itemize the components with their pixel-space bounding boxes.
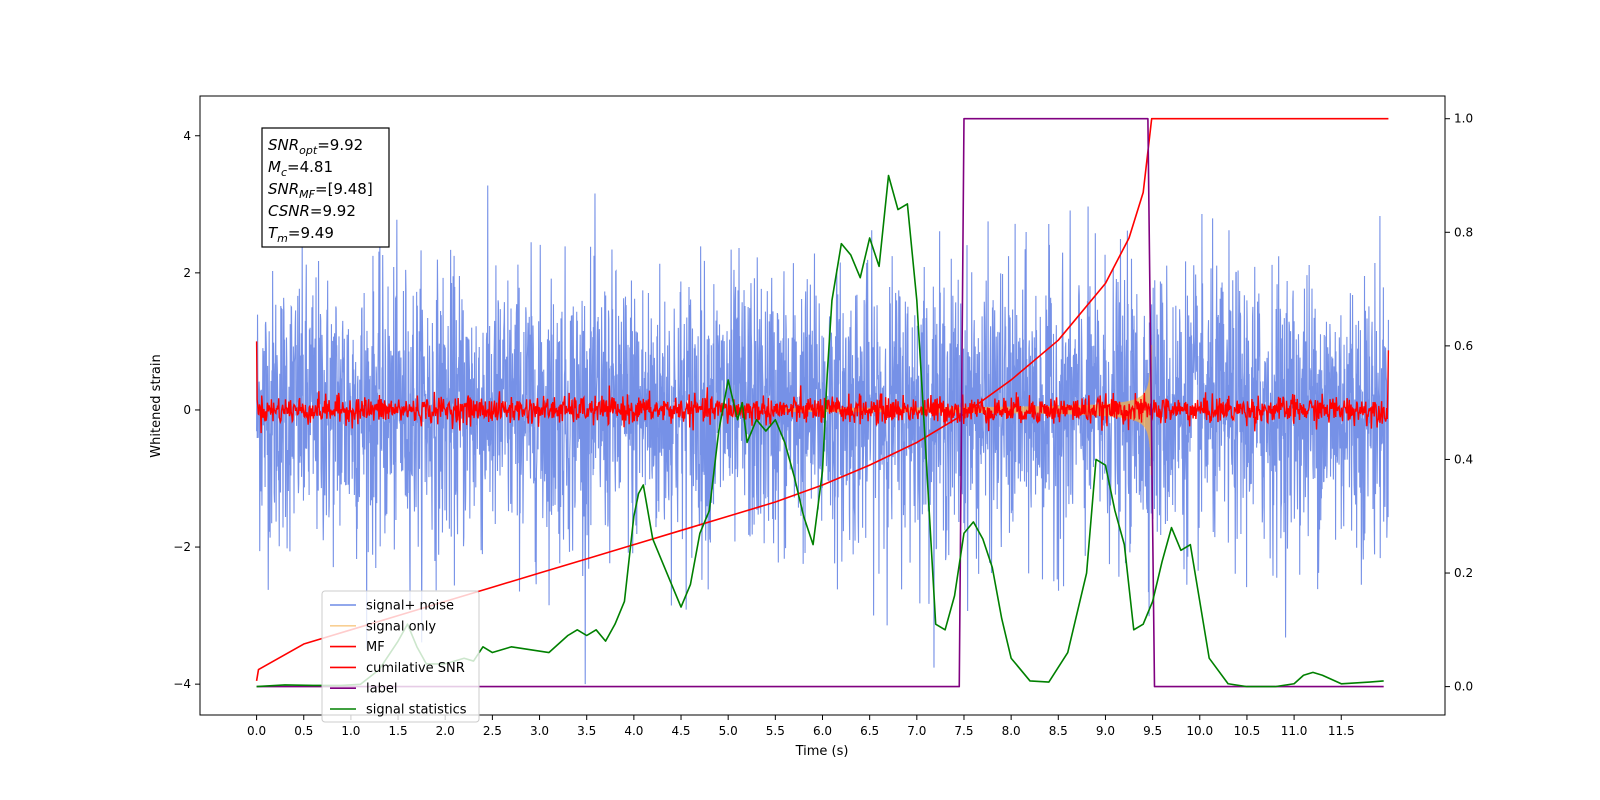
x-tick-label: 7.0 <box>907 724 926 738</box>
legend-label-cumilative-snr: cumilative SNR <box>366 661 465 676</box>
y2-tick-label: 0.8 <box>1454 225 1473 239</box>
y2-tick-label: 0.2 <box>1454 566 1473 580</box>
annotation-csnr: CSNR=9.92 <box>268 202 356 220</box>
y2-tick-label: 0.4 <box>1454 452 1473 466</box>
x-tick-label: 6.0 <box>813 724 832 738</box>
annotation-frame <box>261 127 390 248</box>
legend-frame <box>321 590 480 723</box>
legend: signal+ noise signal only MF cumilative SNR… <box>321 590 480 723</box>
annotation-m-c: Mc=4.81 <box>268 158 333 179</box>
x-tick-label: 1.5 <box>389 724 408 738</box>
series-mf <box>255 341 1390 434</box>
x-tick-label: 10.5 <box>1234 724 1261 738</box>
x-tick-label: 0.0 <box>247 724 266 738</box>
x-tick-label: 6.5 <box>860 724 879 738</box>
x-tick-label: 4.5 <box>671 724 690 738</box>
legend-label-signal-statistics: signal statistics <box>366 703 467 718</box>
legend-label-mf: MF <box>366 640 385 655</box>
x-tick-label: 5.0 <box>719 724 738 738</box>
x-tick-label: 0.5 <box>294 724 313 738</box>
y-axis-label: Whitened strain <box>149 354 164 457</box>
annotation-t-m: Tm=9.49 <box>268 224 334 245</box>
x-tick-label: 8.5 <box>1049 724 1068 738</box>
x-tick-label: 5.5 <box>766 724 785 738</box>
x-tick-label: 8.0 <box>1002 724 1021 738</box>
annotation-snr-opt: SNRopt=9.92 <box>268 136 363 157</box>
y-tick-label: 2 <box>183 266 191 280</box>
annotation-snr-mf: SNRMF=[9.48] <box>268 180 373 201</box>
x-tick-label: 1.0 <box>341 724 360 738</box>
y2-tick-label: 0.6 <box>1454 339 1473 353</box>
x-tick-label: 3.5 <box>577 724 596 738</box>
series-label <box>256 117 1384 688</box>
x-tick-label: 7.5 <box>954 724 973 738</box>
x-tick-label: 11.5 <box>1328 724 1355 738</box>
x-tick-label: 9.5 <box>1143 724 1162 738</box>
legend-label-label: label <box>366 682 397 697</box>
y-tick-label: 4 <box>183 129 191 143</box>
x-tick-label: 2.0 <box>436 724 455 738</box>
x-tick-label: 2.5 <box>483 724 502 738</box>
x-tick-label: 11.0 <box>1281 724 1308 738</box>
series-signal-statistics <box>256 174 1384 688</box>
y-tick-label: 0 <box>183 403 191 417</box>
y2-tick-label: 1.0 <box>1454 112 1473 126</box>
x-tick-label: 3.0 <box>530 724 549 738</box>
legend-label-signal-noise: signal+ noise <box>366 599 454 614</box>
axes: 0.0 0.5 1.0 1.5 2.0 2.5 3.0 3.5 4.0 4.5 5.0 5.5 6.0 6… <box>173 112 1473 738</box>
legend-label-signal-only: signal only <box>366 619 436 634</box>
x-tick-label: 4.0 <box>624 724 643 738</box>
x-tick-label: 10.0 <box>1186 724 1213 738</box>
y-tick-label: −4 <box>173 677 191 691</box>
x-tick-label: 9.0 <box>1096 724 1115 738</box>
x-axis-label: Time (s) <box>795 744 849 759</box>
y2-tick-label: 0.0 <box>1454 680 1473 694</box>
y-tick-label: −2 <box>173 540 191 554</box>
